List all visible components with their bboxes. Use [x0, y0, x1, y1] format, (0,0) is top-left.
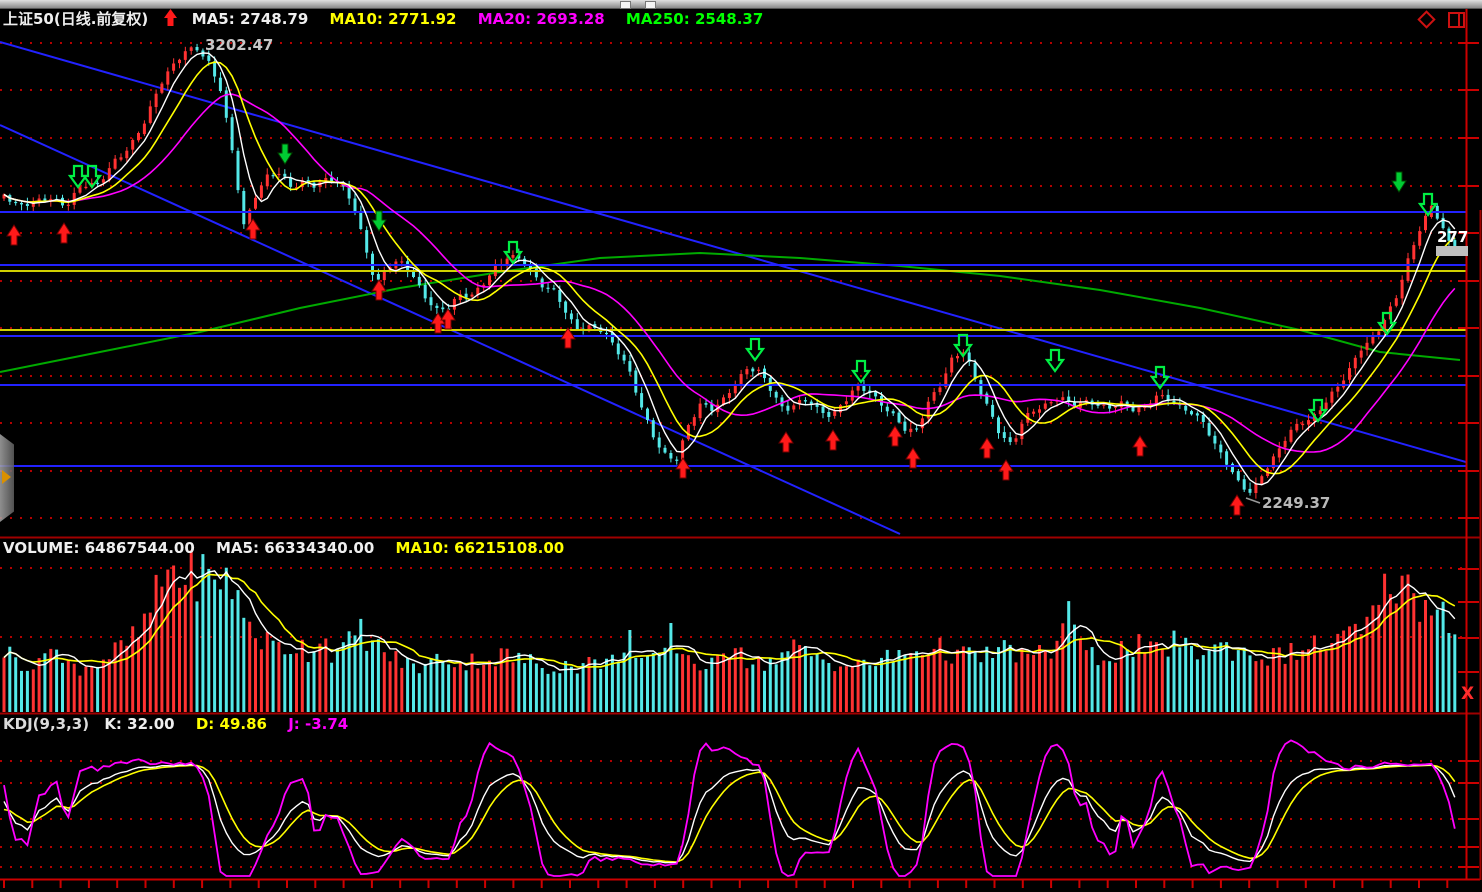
chart-header-icons — [1417, 10, 1466, 29]
ma5-value: MA5: 2748.79 — [191, 10, 309, 28]
buy-signal-arrow — [440, 308, 456, 330]
sell-signal-arrow-hollow — [1417, 192, 1439, 217]
sell-signal-arrow-hollow — [1149, 365, 1171, 390]
kdj-header: KDJ(9,3,3) K: 32.00 D: 49.86 J: -3.74 — [3, 715, 364, 734]
buy-signal-arrow — [998, 459, 1014, 481]
ma250-line — [0, 251, 1461, 373]
price-marker — [1436, 246, 1468, 256]
buy-signal-arrow — [1132, 435, 1148, 457]
volume-bars-layer — [2, 550, 1457, 712]
kdj-lines-layer — [3, 739, 1456, 877]
splitter-grip[interactable] — [620, 1, 631, 9]
sidebar-toggle-handle[interactable] — [0, 434, 14, 522]
kdj-params-label: KDJ(9,3,3) — [3, 715, 90, 733]
kdj-k-value: K: 32.00 — [104, 715, 175, 733]
buy-signal-arrow — [979, 437, 995, 459]
kdj-j-line — [3, 739, 1456, 877]
buy-signal-arrow — [430, 312, 446, 334]
sell-signal-arrow-hollow — [1044, 348, 1066, 373]
trough-leader-line — [1245, 497, 1261, 504]
ma250-value: MA250: 2548.37 — [625, 10, 764, 28]
peak-price-label: 3202.47 — [205, 36, 274, 54]
main-chart-header: 上证50(日线.前复权) MA5: 2748.79 MA10: 2771.92 … — [3, 9, 779, 30]
kdj-d-line — [3, 764, 1456, 863]
buy-signal-arrow — [245, 218, 261, 240]
kdj-d-value: D: 49.86 — [195, 715, 267, 733]
trendlines-layer — [0, 41, 1466, 535]
candles-layer — [2, 43, 1457, 499]
volume-ma10-value: MA10: 66215108.00 — [395, 539, 565, 557]
sell-signal-arrow-hollow — [952, 333, 974, 358]
ma-lines-layer — [3, 52, 1456, 486]
sell-signal-arrow-hollow — [1376, 311, 1398, 336]
kdj-k-line — [3, 763, 1456, 864]
buy-signal-arrow — [560, 327, 576, 349]
volume-ma5-line — [3, 570, 1456, 671]
buy-signal-arrow — [1229, 494, 1245, 516]
last-price-label: 277 — [1437, 228, 1469, 246]
kdj-j-value: J: -3.74 — [288, 715, 349, 733]
volume-value: VOLUME: 64867544.00 — [3, 539, 195, 557]
buy-signal-arrow — [905, 447, 921, 469]
ma20-line — [3, 93, 1456, 453]
buy-signal-arrow — [56, 222, 72, 244]
sell-signal-arrow — [371, 210, 387, 232]
buy-signal-arrow — [825, 429, 841, 451]
horizontal-lines-layer — [0, 211, 1466, 467]
sell-signal-arrow-hollow — [81, 164, 103, 189]
sell-signal-arrow-hollow — [1307, 398, 1329, 423]
sell-signal-arrow — [1391, 171, 1407, 193]
trough-price-label: 2249.37 — [1262, 494, 1331, 512]
axes-layer — [0, 8, 1482, 888]
sell-signal-arrow-hollow — [744, 337, 766, 362]
ma10-value: MA10: 2771.92 — [329, 10, 457, 28]
sell-signal-arrow-hollow — [850, 359, 872, 384]
buy-signal-arrow — [675, 457, 691, 479]
sell-signal-arrow — [277, 143, 293, 165]
buy-signal-arrow — [371, 279, 387, 301]
volume-ma5-value: MA5: 66334340.00 — [216, 539, 375, 557]
diamond-icon[interactable] — [1417, 10, 1436, 29]
ma10-line — [3, 61, 1456, 475]
volume-header: VOLUME: 64867544.00 MA5: 66334340.00 MA1… — [3, 539, 580, 558]
window-top-edge — [0, 0, 1482, 9]
sell-signal-arrow-hollow — [502, 240, 524, 265]
split-window-icon[interactable] — [1448, 12, 1466, 28]
close-indicator-button[interactable]: X — [1461, 684, 1475, 704]
gridlines-layer — [0, 42, 1466, 868]
instrument-title: 上证50(日线.前复权) — [3, 10, 149, 28]
signal-arrows-layer — [6, 143, 1439, 516]
buy-signal-arrow — [778, 431, 794, 453]
up-arrow-icon — [163, 9, 177, 32]
expand-arrow-icon — [2, 470, 11, 484]
ma5-line — [3, 52, 1456, 486]
buy-signal-arrow — [6, 224, 22, 246]
buy-signal-arrow — [887, 425, 903, 447]
ma20-value: MA20: 2693.28 — [477, 10, 605, 28]
splitter-grip[interactable] — [645, 1, 656, 9]
